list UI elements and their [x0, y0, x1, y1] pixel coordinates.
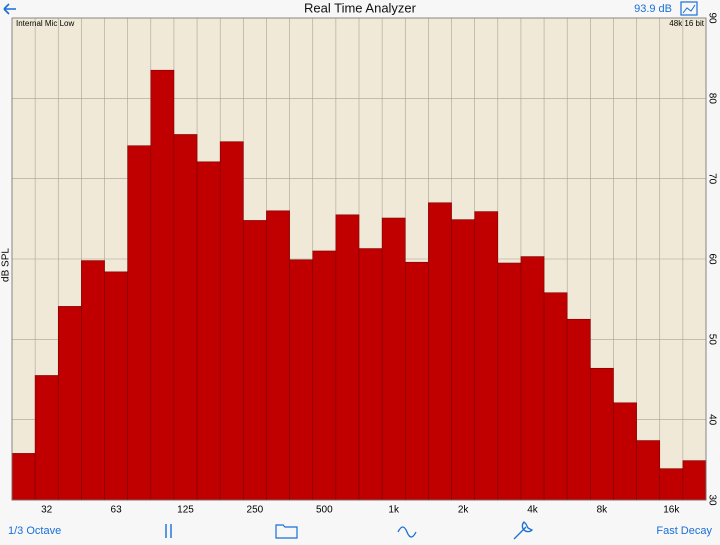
x-tick-label: 63: [111, 505, 123, 516]
bar: [428, 202, 452, 501]
bar: [381, 217, 406, 501]
wave-button[interactable]: [397, 526, 417, 538]
bar: [682, 460, 707, 501]
x-tick-label: 250: [247, 505, 264, 516]
bar: [613, 402, 637, 501]
bar: [243, 220, 267, 501]
y-tick-label: 70: [706, 173, 717, 185]
bar: [266, 210, 290, 501]
bar: [358, 248, 383, 501]
y-tick-label: 40: [706, 414, 717, 426]
bar: [474, 211, 499, 501]
bar: [219, 141, 244, 501]
toolbar: [0, 519, 720, 540]
bar: [11, 453, 36, 501]
bar: [659, 468, 684, 501]
top-bar: [0, 0, 720, 18]
bar: [81, 260, 105, 501]
bar: [566, 318, 591, 501]
bar: [289, 259, 314, 501]
y-tick-label: 90: [706, 12, 717, 24]
title: Real Time Analyzer: [304, 0, 417, 15]
pause-button[interactable]: [165, 524, 172, 538]
plot-border: [11, 17, 707, 501]
band-button[interactable]: 1/3 Octave: [8, 525, 61, 537]
x-tick-label: 16k: [663, 505, 680, 516]
graph-icon[interactable]: [680, 1, 698, 16]
x-tick-label: 1k: [388, 505, 400, 516]
bar: [127, 145, 152, 501]
y-tick-label: 60: [706, 253, 717, 265]
input-label: Internal Mic Low: [16, 19, 74, 28]
x-tick-label: 2k: [458, 505, 470, 516]
x-tick-label: 8k: [597, 505, 609, 516]
back-button[interactable]: [3, 3, 16, 15]
bar: [150, 69, 175, 501]
format-label: 48k 16 bit: [669, 19, 704, 28]
bar: [520, 256, 545, 501]
settings-button[interactable]: [513, 521, 534, 540]
bar: [312, 250, 337, 501]
bar: [104, 271, 128, 501]
y-tick-label: 30: [706, 494, 717, 506]
bar: [34, 375, 59, 501]
x-tick-label: 500: [316, 505, 333, 516]
bar: [451, 219, 475, 501]
folder-button[interactable]: [275, 524, 298, 539]
bar: [404, 261, 429, 501]
decay-button[interactable]: Fast Decay: [656, 525, 712, 537]
bar: [497, 262, 522, 501]
bar: [590, 367, 614, 501]
x-tick-label: 32: [41, 505, 53, 516]
bar: [196, 161, 221, 501]
y-tick-label: 80: [706, 93, 717, 105]
level-reading: 93.9 dB: [634, 3, 672, 15]
bar: [335, 214, 360, 501]
bar: [57, 306, 82, 501]
x-tick-label: 125: [177, 505, 194, 516]
bar: [636, 440, 661, 501]
bar: [543, 292, 568, 501]
bar: [173, 134, 198, 501]
x-tick-label: 4k: [527, 505, 539, 516]
y-axis-label: dB SPL: [1, 248, 12, 282]
y-tick-label: 50: [706, 334, 717, 346]
